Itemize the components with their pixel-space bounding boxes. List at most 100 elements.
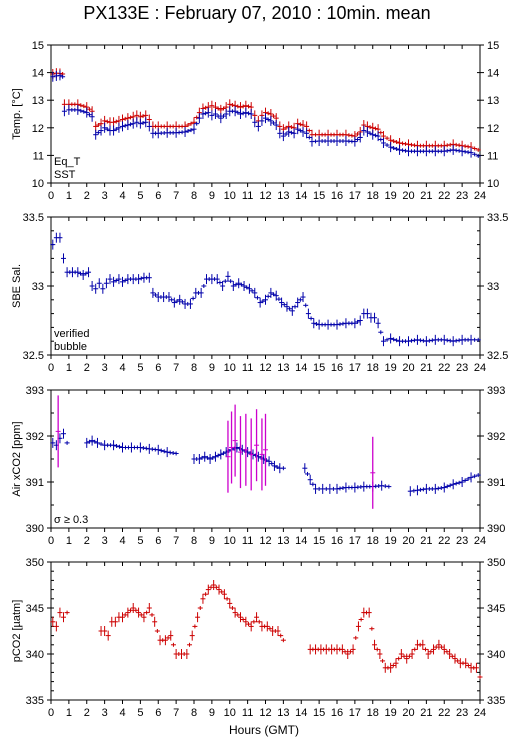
x-tick-label: 12 xyxy=(259,362,271,374)
x-tick-label: 24 xyxy=(474,535,486,547)
x-tick-label: 9 xyxy=(209,707,215,719)
y-tick-label: 12 xyxy=(32,123,44,135)
x-tick-label: 10 xyxy=(224,535,236,547)
y-tick-label: 32.5 xyxy=(487,350,508,362)
x-tick-label: 8 xyxy=(191,362,197,374)
x-tick-label: 23 xyxy=(456,190,468,202)
y-tick-label: 15 xyxy=(487,40,499,52)
x-tick-label: 8 xyxy=(191,707,197,719)
y-tick-label: 392 xyxy=(487,431,505,443)
x-tick-label: 3 xyxy=(102,362,108,374)
x-tick-label: 18 xyxy=(367,190,379,202)
x-tick-label: 7 xyxy=(173,362,179,374)
x-tick-label: 13 xyxy=(277,707,289,719)
x-tick-label: 16 xyxy=(331,707,343,719)
x-tick-label: 17 xyxy=(349,535,361,547)
x-tick-label: 12 xyxy=(259,190,271,202)
x-tick-label: 1 xyxy=(66,535,72,547)
x-tick-label: 21 xyxy=(420,362,432,374)
x-tick-label: 17 xyxy=(349,707,361,719)
x-tick-label: 19 xyxy=(385,362,397,374)
x-tick-label: 23 xyxy=(456,707,468,719)
x-axis-label: Hours (GMT) xyxy=(229,723,299,737)
y-tick-label: 391 xyxy=(487,477,505,489)
x-tick-label: 3 xyxy=(102,190,108,202)
x-tick-label: 1 xyxy=(66,707,72,719)
series-eq-t xyxy=(50,68,481,153)
x-tick-label: 18 xyxy=(367,707,379,719)
x-tick-label: 23 xyxy=(456,362,468,374)
x-tick-label: 14 xyxy=(295,362,307,374)
y-tick-label: 350 xyxy=(26,557,44,569)
x-tick-label: 20 xyxy=(402,535,414,547)
x-tick-label: 12 xyxy=(259,707,271,719)
x-tick-label: 24 xyxy=(474,190,486,202)
x-tick-label: 22 xyxy=(438,190,450,202)
y-tick-label: 350 xyxy=(487,557,505,569)
x-tick-label: 8 xyxy=(191,190,197,202)
x-tick-label: 20 xyxy=(402,190,414,202)
legend-label: σ ≥ 0.3 xyxy=(54,514,88,526)
y-tick-label: 10 xyxy=(32,178,44,190)
y-tick-label: 11 xyxy=(487,150,498,162)
x-tick-label: 11 xyxy=(242,362,253,374)
legend-label: bubble xyxy=(54,341,87,353)
x-tick-label: 4 xyxy=(119,707,125,719)
x-tick-label: 13 xyxy=(277,535,289,547)
y-tick-label: 335 xyxy=(487,695,505,707)
series-s0 xyxy=(50,580,483,679)
x-tick-label: 17 xyxy=(349,190,361,202)
y-tick-label: 15 xyxy=(32,40,44,52)
y-tick-label: 33 xyxy=(487,281,499,293)
x-tick-label: 6 xyxy=(155,535,161,547)
y-tick-label: 33.5 xyxy=(23,212,44,224)
y-tick-label: 10 xyxy=(487,178,499,190)
x-tick-label: 0 xyxy=(48,707,54,719)
x-tick-label: 1 xyxy=(66,190,72,202)
y-tick-label: 390 xyxy=(26,523,44,535)
y-tick-label: 14 xyxy=(487,68,499,80)
x-tick-label: 20 xyxy=(402,362,414,374)
x-tick-label: 21 xyxy=(420,535,432,547)
x-tick-label: 24 xyxy=(474,362,486,374)
x-tick-label: 10 xyxy=(224,707,236,719)
x-tick-label: 24 xyxy=(474,707,486,719)
x-tick-label: 15 xyxy=(313,362,325,374)
x-tick-label: 12 xyxy=(259,535,271,547)
x-tick-label: 18 xyxy=(367,535,379,547)
x-tick-label: 5 xyxy=(137,707,143,719)
y-axis-label: SBE Sal. xyxy=(11,264,23,308)
y-tick-label: 12 xyxy=(487,123,499,135)
x-tick-label: 22 xyxy=(438,707,450,719)
y-tick-label: 13 xyxy=(487,95,499,107)
x-tick-label: 19 xyxy=(385,190,397,202)
x-tick-label: 16 xyxy=(331,535,343,547)
y-tick-label: 390 xyxy=(487,523,505,535)
x-tick-label: 11 xyxy=(242,535,253,547)
x-tick-label: 11 xyxy=(242,707,253,719)
x-tick-label: 20 xyxy=(402,707,414,719)
x-tick-label: 22 xyxy=(438,535,450,547)
x-tick-label: 4 xyxy=(119,190,125,202)
y-tick-label: 11 xyxy=(33,150,44,162)
y-axis-label: Temp. [°C] xyxy=(11,88,23,139)
x-tick-label: 2 xyxy=(84,190,90,202)
y-tick-label: 33 xyxy=(32,281,44,293)
x-tick-label: 21 xyxy=(420,190,432,202)
y-tick-label: 13 xyxy=(32,95,44,107)
series-verified xyxy=(50,232,481,347)
x-tick-label: 17 xyxy=(349,362,361,374)
x-tick-label: 9 xyxy=(209,190,215,202)
x-tick-label: 0 xyxy=(48,362,54,374)
x-tick-label: 5 xyxy=(137,535,143,547)
x-tick-label: 19 xyxy=(385,535,397,547)
y-axis-label: Air xCO2 [ppm] xyxy=(11,421,23,496)
x-tick-label: 4 xyxy=(119,535,125,547)
x-tick-label: 14 xyxy=(295,535,307,547)
x-tick-label: 16 xyxy=(331,190,343,202)
